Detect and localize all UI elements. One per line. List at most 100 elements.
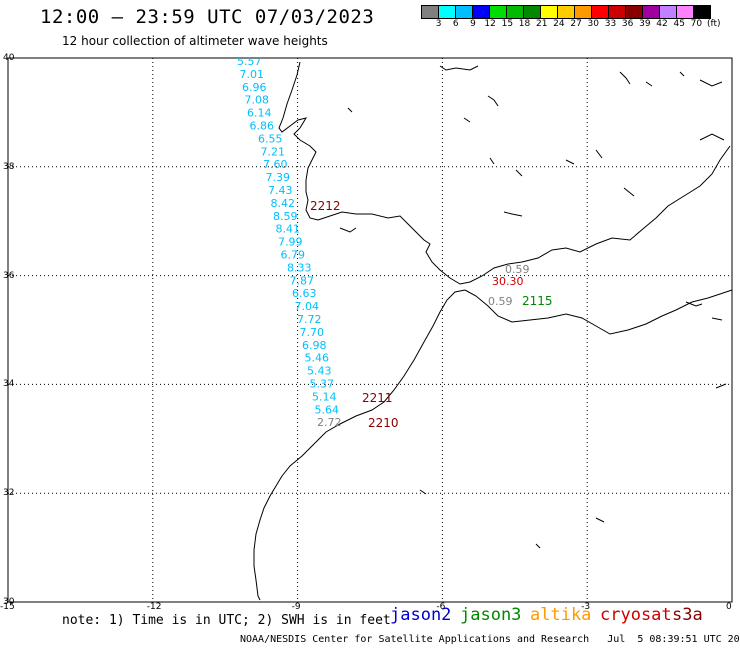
coastline-fragment (595, 517, 605, 523)
swh-value: 7.72 (297, 313, 322, 326)
swh-value: 7.99 (278, 236, 303, 249)
graticule (8, 58, 732, 602)
legend-swatch (693, 5, 711, 19)
satellite-name: altika (530, 605, 592, 625)
swh-value: 8.42 (271, 197, 296, 210)
satellite-name: s3a (672, 605, 703, 625)
coastline-fragment (515, 169, 523, 177)
legend-label: 18 (518, 19, 531, 29)
swh-value: 7.70 (300, 326, 325, 339)
legend-label: 9 (470, 19, 476, 29)
coastline-fragment (711, 317, 723, 321)
legend-unit: (ft) (707, 19, 721, 29)
latitude-label: 38 (3, 161, 15, 172)
pass-time-label: 2211 (362, 391, 393, 405)
legend-label: 42 (656, 19, 668, 29)
credit-line: NOAA/NESDIS Center for Satellite Applica… (240, 634, 740, 645)
coastline-fragment (565, 159, 575, 165)
coastline-cadiz (339, 227, 357, 233)
coastline-fragment (679, 71, 685, 77)
legend-labels: 3 6 9 12 15 18 21 24 27 30 33 36 39 42 45 70 (ft) (430, 19, 721, 29)
swh-value: 5.46 (305, 352, 330, 365)
swh-value: 8.41 (276, 223, 301, 236)
coastline-portugal (278, 61, 319, 221)
swh-value: 6.86 (250, 120, 275, 133)
satellite-name: cryosat (600, 605, 672, 625)
satellite-name: jason2 (390, 605, 452, 625)
coastline-fragment (619, 71, 631, 85)
pass-time-label: 2210 (368, 416, 399, 430)
coastline-fragment (347, 107, 353, 113)
swh-value: 6.79 (281, 249, 306, 262)
legend-label: 21 (535, 19, 548, 29)
swh-value: 7.21 (261, 145, 286, 158)
coastline-fragment (489, 157, 495, 165)
latitude-label: 30 (3, 597, 15, 607)
coastline-morocco-atlantic (253, 289, 466, 601)
longitude-label: 0 (726, 602, 732, 612)
legend-label: 70 (690, 19, 703, 29)
map-subtitle: 12 hour collection of altimeter wave hei… (62, 34, 328, 48)
legend-swatches (421, 5, 721, 19)
swh-value: 30.30 (492, 275, 524, 288)
legend-label: 15 (501, 19, 514, 29)
coastline-fragment (699, 79, 723, 87)
coastline-iberia-south (317, 145, 731, 285)
legend-label: 27 (570, 19, 582, 29)
swh-value: 0.59 (488, 295, 513, 308)
swh-value: 8.59 (273, 210, 298, 223)
legend-label: 30 (587, 19, 599, 29)
longitude-label: -3 (581, 602, 591, 612)
legend-label: 12 (484, 19, 496, 29)
swh-value: 7.87 (290, 274, 315, 287)
legend-label: 6 (452, 19, 459, 29)
swh-value: 7.08 (245, 94, 270, 107)
latitude-label: 32 (3, 488, 15, 499)
color-legend: 3 6 9 12 15 18 21 24 27 30 33 36 39 42 45 70 (ft) (421, 5, 721, 29)
latitude-label: 36 (3, 270, 15, 281)
swh-value: 5.43 (307, 365, 332, 378)
swh-value: 8.33 (287, 261, 312, 274)
swh-value: 5.14 (312, 390, 337, 403)
map-title: 12:00 — 23:59 UTC 07/03/2023 (40, 6, 375, 28)
swh-value: 6.96 (242, 81, 267, 94)
coastline-fragment (623, 187, 635, 197)
coastline-fragment (699, 133, 725, 141)
swh-value: 6.98 (302, 339, 327, 352)
swh-value: 7.60 (263, 158, 288, 171)
swh-value: 7.43 (268, 184, 293, 197)
legend-label: 3 (435, 19, 442, 29)
swh-value: 5.37 (310, 378, 335, 391)
swh-value: 7.39 (266, 171, 291, 184)
coastline-fragment (645, 81, 653, 87)
legend-label: 45 (673, 19, 685, 29)
map-frame (7, 57, 733, 603)
swh-value: 7.01 (240, 68, 265, 81)
longitude-label: -6 (436, 602, 446, 612)
footer-note: note: 1) Time is in UTC; 2) SWH is in fe… (62, 613, 391, 628)
swh-value: 0.59 (505, 263, 530, 276)
latitude-label: 40 (3, 53, 15, 63)
longitude-label: -9 (291, 602, 301, 612)
coastline-fragment (715, 383, 727, 389)
longitude-label: -15 (0, 602, 15, 612)
satellite-name: jason3 (460, 605, 522, 625)
coastline-fragment (503, 211, 523, 217)
coastline-north-africa (464, 289, 733, 335)
coastline-fragment (535, 543, 541, 549)
pass-time-label: 2212 (310, 199, 341, 213)
coastline-fragment (419, 489, 427, 495)
latitude-label: 34 (3, 379, 15, 390)
altimeter-track: 5.577.016.967.086.146.866.557.217.607.39… (237, 55, 553, 430)
coastline-fragment (487, 95, 499, 107)
swh-value: 2.72 (317, 416, 342, 429)
swh-value: 6.14 (247, 107, 272, 120)
legend-label: 39 (639, 19, 651, 29)
swh-value: 5.57 (237, 55, 262, 68)
coastline-fragment (595, 149, 603, 159)
legend-label: 24 (553, 19, 565, 29)
legend-label: 36 (621, 19, 634, 29)
coastline (253, 61, 733, 601)
coastline-iberia-north (439, 65, 479, 71)
